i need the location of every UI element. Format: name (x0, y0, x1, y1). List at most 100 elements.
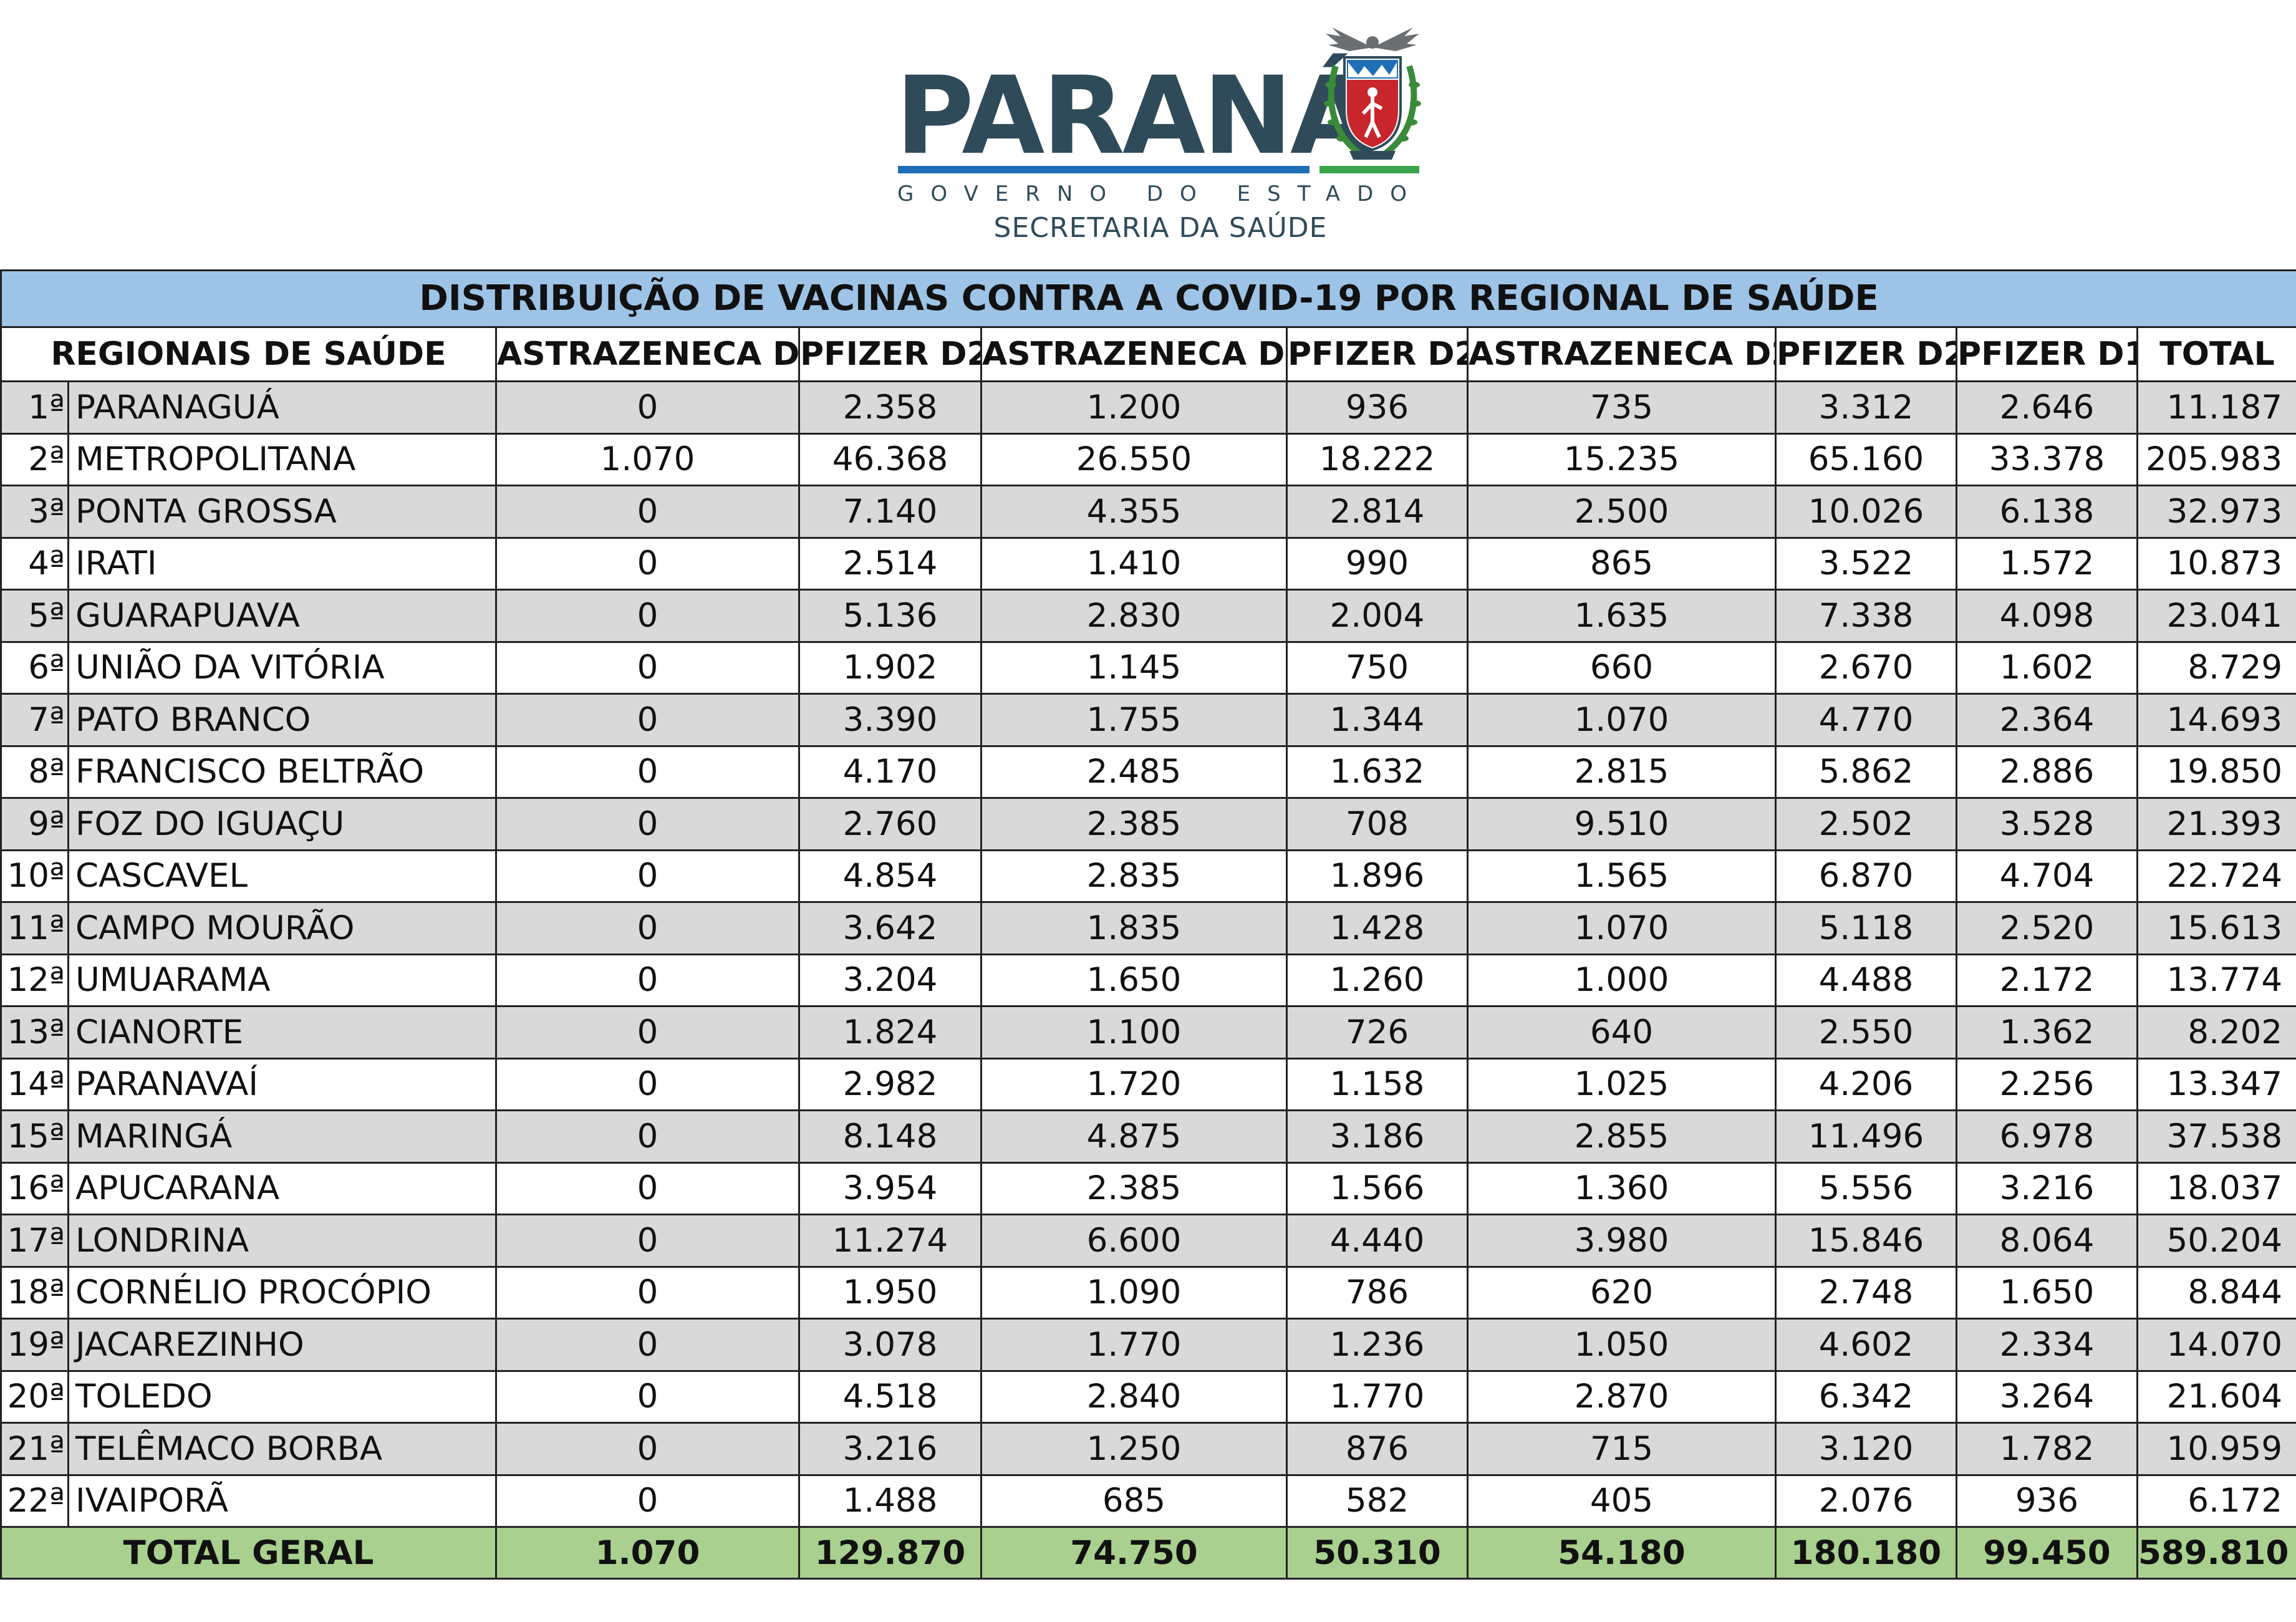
row-value-cell: 2.840 (980, 1369, 1288, 1424)
table-total-row: TOTAL GERAL 1.070 129.870 74.750 50.310 54.18… (0, 1526, 2296, 1580)
row-value-cell: 1.824 (798, 1005, 982, 1060)
row-regional-name: TOLEDO (67, 1369, 497, 1424)
row-value-cell: 2.385 (980, 797, 1288, 851)
row-regional-name: PONTA GROSSA (67, 485, 497, 539)
vaccine-distribution-table: DISTRIBUIÇÃO DE VACINAS CONTRA A COVID-1… (0, 269, 2296, 1580)
row-value-cell: 46.368 (798, 432, 982, 486)
row-total: 11.187 (2136, 380, 2296, 435)
row-value-cell: 4.770 (1775, 693, 1957, 747)
table-row: 10ª CASCAVEL 0 4.854 2.835 1.896 1.565 6.870 4.7… (0, 849, 2296, 903)
row-total: 10.873 (2136, 536, 2296, 591)
row-regional-name: JACAREZINHO (67, 1318, 497, 1372)
row-value-cell: 2.520 (1956, 901, 2138, 955)
column-header-astrazeneca-d2-b: ASTRAZENECA D2 (980, 326, 1288, 382)
logo-green-rule (1319, 166, 1419, 173)
row-value-cell: 1.050 (1467, 1318, 1777, 1372)
row-regional-name: FRANCISCO BELTRÃO (67, 745, 497, 799)
parana-logo: PARANÁ (895, 22, 1425, 242)
row-value-cell: 726 (1286, 1005, 1469, 1060)
row-value-cell: 0 (495, 745, 800, 799)
row-total: 37.538 (2136, 1109, 2296, 1164)
row-value-cell: 0 (495, 485, 800, 539)
row-value-cell: 1.632 (1286, 745, 1469, 799)
row-value-cell: 1.782 (1956, 1422, 2138, 1476)
row-rank: 12ª (0, 953, 69, 1007)
table-row: 3ª PONTA GROSSA 0 7.140 4.355 2.814 2.500 10.02… (0, 485, 2296, 539)
row-rank: 10ª (0, 849, 69, 903)
total-value-cell: 99.450 (1956, 1526, 2138, 1580)
row-value-cell: 0 (495, 1214, 800, 1268)
column-header-pfizer-d1: PFIZER D1 (1956, 326, 2138, 382)
row-value-cell: 620 (1467, 1265, 1777, 1320)
row-value-cell: 1.344 (1286, 693, 1469, 747)
column-header-regionais: REGIONAIS DE SAÚDE (0, 326, 497, 382)
table-row: 11ª CAMPO MOURÃO 0 3.642 1.835 1.428 1.070 5.11… (0, 901, 2296, 955)
row-rank: 15ª (0, 1109, 69, 1164)
row-value-cell: 1.770 (1286, 1369, 1469, 1424)
row-rank: 14ª (0, 1057, 69, 1111)
parana-coat-of-arms-icon (1324, 27, 1421, 160)
table-row: 12ª UMUARAMA 0 3.204 1.650 1.260 1.000 4.488 2.1… (0, 953, 2296, 1007)
row-value-cell: 3.120 (1775, 1422, 1957, 1476)
row-value-cell: 1.070 (1467, 901, 1777, 955)
row-rank: 20ª (0, 1369, 69, 1424)
row-rank: 16ª (0, 1161, 69, 1215)
table-header-row: REGIONAIS DE SAÚDE ASTRAZENECA D2 PFIZER… (0, 326, 2296, 382)
row-value-cell: 33.378 (1956, 432, 2138, 486)
row-value-cell: 0 (495, 589, 800, 643)
row-value-cell: 65.160 (1775, 432, 1957, 486)
row-value-cell: 0 (495, 1265, 800, 1320)
row-value-cell: 2.502 (1775, 797, 1957, 851)
logo-secretariat-text: SECRETARIA DA SAÚDE (993, 212, 1328, 244)
row-regional-name: LONDRINA (67, 1214, 497, 1268)
row-value-cell: 2.855 (1467, 1109, 1777, 1164)
row-value-cell: 876 (1286, 1422, 1469, 1476)
row-value-cell: 11.496 (1775, 1109, 1957, 1164)
row-value-cell: 6.600 (980, 1214, 1288, 1268)
grand-total: 589.810 (2136, 1526, 2296, 1580)
row-value-cell: 1.650 (980, 953, 1288, 1007)
row-rank: 2ª (0, 432, 69, 486)
table-row: 18ª CORNÉLIO PROCÓPIO 0 1.950 1.090 786 620 2.7… (0, 1265, 2296, 1320)
row-value-cell: 2.358 (798, 380, 982, 435)
row-regional-name: TELÊMACO BORBA (67, 1422, 497, 1476)
row-value-cell: 2.814 (1286, 485, 1469, 539)
row-rank: 7ª (0, 693, 69, 747)
row-value-cell: 0 (495, 797, 800, 851)
row-value-cell: 1.090 (980, 1265, 1288, 1320)
row-value-cell: 2.334 (1956, 1318, 2138, 1372)
row-value-cell: 5.118 (1775, 901, 1957, 955)
row-regional-name: UMUARAMA (67, 953, 497, 1007)
row-rank: 6ª (0, 640, 69, 695)
row-value-cell: 3.980 (1467, 1214, 1777, 1268)
row-value-cell: 1.602 (1956, 640, 2138, 695)
table-row: 15ª MARINGÁ 0 8.148 4.875 3.186 2.855 11.496 6.9… (0, 1109, 2296, 1164)
table-row: 2ª METROPOLITANA 1.070 46.368 26.550 18.222 15… (0, 432, 2296, 486)
row-value-cell: 735 (1467, 380, 1777, 435)
row-value-cell: 3.216 (1956, 1161, 2138, 1215)
row-value-cell: 2.886 (1956, 745, 2138, 799)
row-regional-name: CORNÉLIO PROCÓPIO (67, 1265, 497, 1320)
table-row: 20ª TOLEDO 0 4.518 2.840 1.770 2.870 6.342 3.264… (0, 1369, 2296, 1424)
row-value-cell: 2.004 (1286, 589, 1469, 643)
row-rank: 11ª (0, 901, 69, 955)
column-header-pfizer-d2-a: PFIZER D2 (798, 326, 982, 382)
logo-state-name: PARANÁ (895, 53, 1373, 178)
total-value-cell: 74.750 (980, 1526, 1288, 1580)
row-rank: 5ª (0, 589, 69, 643)
table-row: 4ª IRATI 0 2.514 1.410 990 865 3.522 1.572 10.873 (0, 536, 2296, 591)
row-value-cell: 3.522 (1775, 536, 1957, 591)
row-value-cell: 2.550 (1775, 1005, 1957, 1060)
row-total: 205.983 (2136, 432, 2296, 486)
row-value-cell: 4.440 (1286, 1214, 1469, 1268)
row-value-cell: 3.390 (798, 693, 982, 747)
table-row: 5ª GUARAPUAVA 0 5.136 2.830 2.004 1.635 7.338 4.… (0, 589, 2296, 643)
row-value-cell: 2.485 (980, 745, 1288, 799)
table-row: 16ª APUCARANA 0 3.954 2.385 1.566 1.360 5.556 3.… (0, 1161, 2296, 1215)
row-value-cell: 5.136 (798, 589, 982, 643)
row-value-cell: 0 (495, 1369, 800, 1424)
row-value-cell: 0 (495, 1057, 800, 1111)
column-header-astrazeneca-d2-a: ASTRAZENECA D2 (495, 326, 800, 382)
row-regional-name: METROPOLITANA (67, 432, 497, 486)
row-total: 13.347 (2136, 1057, 2296, 1111)
